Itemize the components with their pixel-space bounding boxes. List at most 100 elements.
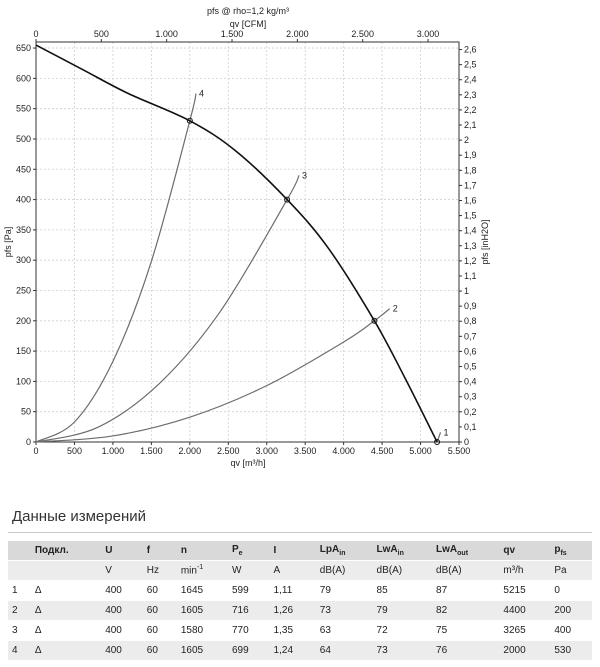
y-right-tick-label: 2 <box>464 135 469 145</box>
system-curve-4 <box>35 93 197 443</box>
fan-curve <box>35 44 438 443</box>
table-cell: 0 <box>550 580 592 601</box>
y-left-tick-label: 450 <box>16 164 31 174</box>
unit-cell: W <box>227 560 270 581</box>
table-cell: 1,26 <box>269 600 316 621</box>
plot-frame <box>35 41 460 443</box>
y-right-tick-label: 1,8 <box>464 165 477 175</box>
table-cell: 1605 <box>176 640 228 661</box>
operating-point-label-3: 3 <box>302 170 307 180</box>
unit-cell: V <box>101 560 143 581</box>
table-cell: 76 <box>432 640 500 661</box>
table-cell: 699 <box>227 640 270 661</box>
table-cell: 716 <box>227 600 270 621</box>
x-top-tick-label: 2.500 <box>351 29 374 39</box>
y-right-tick-label: 2,1 <box>464 120 477 130</box>
column-header: pfs <box>550 541 592 561</box>
unit-cell: m³/h <box>499 560 551 581</box>
y-right-tick-label: 0,9 <box>464 301 477 311</box>
y-right-tick-label: 0,7 <box>464 331 477 341</box>
table-cell: 72 <box>372 620 433 641</box>
y-left-axis-label: pfs [Pa] <box>3 227 13 258</box>
table-cell: 85 <box>372 580 433 601</box>
operating-point-label-2: 2 <box>393 304 398 314</box>
fan-performance-chart: pfs @ rho=1,2 kg/m³ qv [CFM] qv [m³/h] p… <box>3 6 490 468</box>
grid <box>35 41 460 443</box>
column-header-subscript: e <box>238 550 243 557</box>
operating-point-label-4: 4 <box>199 89 204 99</box>
x-bottom-tick-label: 500 <box>67 446 82 456</box>
axis-ticks: 0 500 1.000 1.500 2.000 2.500 3.000 3.500 4.000 4… <box>16 29 477 456</box>
table-cell: 87 <box>432 580 500 601</box>
table-cell: 60 <box>142 600 177 621</box>
y-left-tick-label: 250 <box>16 285 31 295</box>
table-cell: 2 <box>8 600 31 621</box>
y-right-tick-label: 1,1 <box>464 271 477 281</box>
x-bottom-tick-label: 2.000 <box>179 446 202 456</box>
table-row: 4 Δ 400 60 1605 699 1,24 64 73 76 2000 530 <box>8 640 592 661</box>
table-cell: 5215 <box>499 580 551 601</box>
x-bottom-tick-label: 5.000 <box>409 446 432 456</box>
operating-point-1 <box>434 439 441 445</box>
table-cell: 1605 <box>176 600 228 621</box>
table-cell: 1,24 <box>269 640 316 661</box>
table-cell: 75 <box>432 620 500 641</box>
unit-cell: min-1 <box>176 560 228 581</box>
column-header: n <box>176 541 228 561</box>
y-right-tick-label: 0,3 <box>464 392 477 402</box>
table-cell: 3265 <box>499 620 551 641</box>
table-cell: Δ <box>30 620 102 641</box>
table-cell: 530 <box>550 640 592 661</box>
y-right-tick-label: 2,3 <box>464 90 477 100</box>
table-cell: 63 <box>315 620 373 641</box>
y-right-tick-label: 2,4 <box>464 75 477 85</box>
table-cell: 60 <box>142 640 177 661</box>
y-right-tick-label: 0 <box>464 437 469 447</box>
x-top-tick-label: 1.500 <box>221 29 244 39</box>
y-left-tick-label: 100 <box>16 376 31 386</box>
x-bottom-tick-label: 3.500 <box>294 446 317 456</box>
table-cell: Δ <box>30 640 102 661</box>
y-left-tick-label: 550 <box>16 104 31 114</box>
y-left-tick-label: 400 <box>16 195 31 205</box>
y-right-tick-label: 0,1 <box>464 422 477 432</box>
y-left-tick-label: 150 <box>16 346 31 356</box>
x-bottom-tick-label: 0 <box>33 446 38 456</box>
table-cell: 2000 <box>499 640 551 661</box>
table-cell: 64 <box>315 640 373 661</box>
operating-point-3 <box>284 196 291 203</box>
table-cell: 73 <box>315 600 373 621</box>
x-bottom-tick-label: 1.000 <box>102 446 125 456</box>
y-right-tick-label: 1,9 <box>464 150 477 160</box>
table-cell: 599 <box>227 580 270 601</box>
y-right-tick-label: 1,7 <box>464 180 477 190</box>
y-left-tick-label: 600 <box>16 73 31 83</box>
table-cell: 400 <box>101 580 143 601</box>
table-cell: 82 <box>432 600 500 621</box>
table-cell: 3 <box>8 620 31 641</box>
section-divider <box>8 532 592 533</box>
unit-cell: Hz <box>142 560 177 581</box>
unit-cell: dB(A) <box>432 560 500 581</box>
system-curve-1 <box>436 432 442 443</box>
table-body: 1 Δ 400 60 1645 599 1,11 79 85 87 5215 0 2 Δ 400 60 1605… <box>8 580 592 661</box>
y-right-tick-label: 2,2 <box>464 105 477 115</box>
column-header: Подкл. <box>30 541 102 561</box>
table-cell: 400 <box>101 620 143 641</box>
unit-superscript: -1 <box>196 564 204 572</box>
y-right-tick-label: 1,3 <box>464 241 477 251</box>
y-right-tick-label: 0,8 <box>464 316 477 326</box>
column-header: LpAin <box>315 541 373 561</box>
chart-title: pfs @ rho=1,2 kg/m³ <box>207 6 289 16</box>
y-left-tick-label: 200 <box>16 316 31 326</box>
table-cell: 4400 <box>499 600 551 621</box>
unit-cell: Pa <box>550 560 592 581</box>
table-cell: 200 <box>550 600 592 621</box>
table-cell: 60 <box>142 620 177 641</box>
y-right-axis-label: pfs [inH2O] <box>480 219 490 264</box>
y-left-tick-label: 650 <box>16 43 31 53</box>
x-bottom-tick-label: 3.000 <box>255 446 278 456</box>
x-top-axis-label: qv [CFM] <box>230 19 267 29</box>
